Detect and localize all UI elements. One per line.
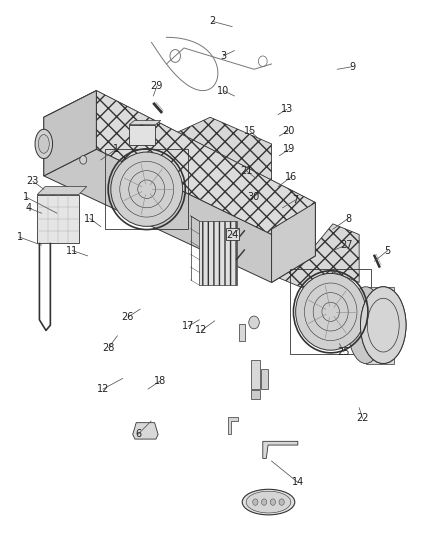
Circle shape	[270, 499, 276, 505]
Text: 30: 30	[247, 192, 259, 202]
Circle shape	[80, 156, 87, 164]
Text: 11: 11	[66, 246, 78, 255]
Text: 11: 11	[84, 214, 96, 223]
Text: 22: 22	[357, 414, 369, 423]
Bar	[226, 228, 239, 240]
Text: 8: 8	[345, 214, 351, 223]
Text: 12: 12	[97, 384, 109, 394]
Text: 28: 28	[102, 343, 115, 352]
Bar	[251, 360, 260, 389]
Text: 18: 18	[154, 376, 166, 386]
Circle shape	[261, 499, 267, 505]
Ellipse shape	[360, 287, 406, 364]
Text: 26: 26	[122, 312, 134, 322]
Text: 24: 24	[226, 230, 238, 239]
Text: 29: 29	[151, 82, 163, 91]
Text: 1: 1	[23, 192, 29, 202]
Polygon shape	[263, 441, 298, 458]
Text: 5: 5	[385, 246, 391, 255]
Polygon shape	[44, 149, 315, 282]
Text: 12: 12	[195, 326, 208, 335]
Text: 1: 1	[113, 144, 119, 154]
Text: 27: 27	[340, 240, 352, 250]
Bar	[37, 195, 79, 243]
Text: 20: 20	[282, 126, 294, 135]
Bar	[199, 221, 237, 285]
Text: 10: 10	[217, 86, 230, 95]
Text: 14: 14	[292, 478, 304, 487]
Circle shape	[249, 316, 259, 329]
Polygon shape	[271, 224, 359, 293]
Bar	[261, 369, 268, 389]
Text: 25: 25	[338, 347, 350, 357]
Polygon shape	[96, 91, 315, 256]
Polygon shape	[228, 417, 238, 434]
Text: 6: 6	[135, 430, 141, 439]
Ellipse shape	[111, 152, 183, 227]
Polygon shape	[44, 91, 315, 229]
Text: 16: 16	[285, 172, 297, 182]
Bar	[239, 324, 245, 341]
Circle shape	[279, 499, 284, 505]
Bar	[366, 287, 394, 364]
Text: 21: 21	[240, 166, 252, 175]
Ellipse shape	[242, 489, 295, 515]
Ellipse shape	[35, 130, 53, 159]
Ellipse shape	[360, 287, 406, 364]
Circle shape	[253, 499, 258, 505]
Polygon shape	[37, 187, 87, 195]
Ellipse shape	[296, 273, 366, 350]
Ellipse shape	[347, 287, 384, 364]
Text: 7: 7	[293, 195, 299, 205]
Ellipse shape	[246, 491, 291, 513]
Text: 23: 23	[27, 176, 39, 186]
Polygon shape	[272, 203, 315, 282]
Bar	[129, 125, 155, 145]
Text: 19: 19	[283, 144, 295, 154]
Bar	[251, 390, 260, 399]
Circle shape	[380, 321, 387, 329]
Polygon shape	[175, 117, 272, 227]
Text: 1: 1	[17, 232, 23, 242]
Polygon shape	[44, 91, 96, 176]
Text: 13: 13	[281, 104, 293, 114]
Text: 9: 9	[350, 62, 356, 71]
Ellipse shape	[39, 135, 49, 154]
Text: 4: 4	[25, 203, 32, 213]
Polygon shape	[133, 423, 158, 439]
Text: 3: 3	[220, 51, 226, 61]
Text: 2: 2	[209, 17, 215, 26]
Polygon shape	[44, 91, 96, 176]
Text: 15: 15	[244, 126, 256, 135]
Text: 17: 17	[182, 321, 194, 331]
Polygon shape	[129, 120, 161, 125]
